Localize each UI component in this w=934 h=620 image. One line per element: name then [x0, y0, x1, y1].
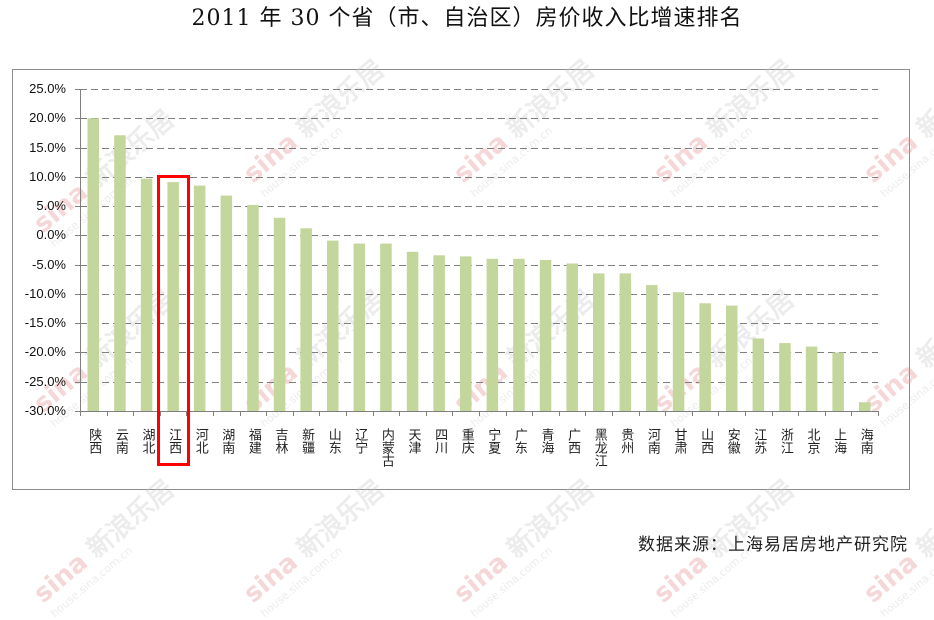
data-source-note: 数据来源：上海易居房地产研究院	[638, 535, 908, 555]
highlight-box-jiangxi	[157, 175, 190, 466]
x-tick-label: 湖北	[139, 428, 155, 454]
bar-福建	[247, 204, 259, 411]
bar-贵州	[619, 273, 632, 411]
bar-云南	[114, 135, 126, 412]
x-tick-label: 河南	[644, 428, 660, 454]
x-tick-label: 天津	[405, 428, 421, 454]
y-tick-label: -30.0%	[24, 403, 66, 418]
y-tick-label: 0.0%	[36, 227, 66, 243]
x-tick-label: 贵州	[618, 428, 634, 454]
x-tick-label: 江西	[166, 428, 182, 454]
y-tick-label: -10.0%	[24, 285, 66, 301]
chart-title: 2011 年 30 个省（市、自治区）房价收入比增速排名	[191, 6, 743, 31]
bar-广东	[513, 258, 525, 411]
bar-吉林	[273, 217, 286, 411]
x-tick-label: 新疆	[299, 428, 315, 454]
x-tick-label: 辽宁	[352, 428, 368, 454]
x-tick-label: 河北	[192, 428, 208, 454]
x-tick-label: 安徽	[724, 428, 740, 454]
x-tick-label: 吉林	[272, 428, 288, 454]
bar-辽宁	[353, 243, 366, 411]
bar-陕西	[87, 118, 99, 412]
bar-新疆	[300, 228, 312, 411]
bar-天津	[406, 251, 419, 411]
bar-湖北	[140, 178, 153, 411]
bar-四川	[433, 255, 445, 411]
bar-甘肃	[672, 292, 685, 411]
bar-山东	[327, 240, 339, 411]
bar-江西	[167, 182, 179, 411]
bar-湖南	[220, 195, 233, 411]
bar-江苏	[752, 338, 765, 411]
y-tick-label: 10.0%	[29, 168, 66, 184]
x-tick-label: 广西	[565, 428, 581, 454]
bar-宁夏	[486, 258, 499, 411]
bar-浙江	[779, 343, 791, 411]
plot-area	[75, 89, 879, 416]
x-tick-label: 黑龙江	[591, 428, 607, 467]
x-tick-label: 福建	[245, 428, 261, 454]
x-tick-label: 云南	[112, 428, 128, 454]
x-tick-label: 四川	[432, 428, 448, 454]
x-tick-label: 山东	[325, 428, 341, 454]
bar-河南	[646, 285, 658, 411]
x-tick-label: 江苏	[751, 428, 767, 454]
bar-上海	[832, 352, 844, 411]
y-tick-label: -25.0%	[24, 373, 66, 389]
y-tick-label: -5.0%	[32, 256, 66, 272]
y-tick-label: -20.0%	[24, 344, 66, 360]
bar-青海	[539, 260, 552, 411]
x-tick-label: 上海	[831, 428, 847, 454]
x-tick-label: 浙江	[777, 428, 793, 454]
y-tick-label: 20.0%	[29, 110, 66, 126]
bar-重庆	[460, 256, 472, 411]
y-tick-label: 15.0%	[29, 139, 66, 155]
x-tick-label: 北京	[804, 428, 820, 454]
x-tick-label: 广东	[511, 428, 527, 454]
x-tick-label: 宁夏	[485, 428, 501, 454]
bar-安徽	[726, 305, 738, 411]
x-tick-label: 重庆	[458, 428, 474, 454]
x-tick-label: 青海	[538, 428, 554, 454]
x-tick-label: 陕西	[86, 428, 102, 454]
bar-海南	[859, 402, 871, 411]
x-tick-label: 甘肃	[671, 428, 687, 454]
y-tick-label: 5.0%	[36, 198, 66, 214]
x-tick-label: 内蒙古	[378, 428, 394, 467]
x-tick-label: 山西	[698, 428, 714, 454]
bar-北京	[805, 346, 818, 411]
bar-河北	[193, 185, 206, 411]
x-tick-label: 海南	[857, 428, 873, 454]
y-tick-label: -15.0%	[24, 315, 66, 331]
bar-内蒙古	[380, 243, 392, 411]
y-tick-label: 25.0%	[29, 81, 66, 96]
bar-山西	[699, 303, 711, 411]
x-tick-label: 湖南	[219, 428, 235, 454]
bar-黑龙江	[593, 273, 605, 411]
bar-广西	[566, 263, 578, 411]
